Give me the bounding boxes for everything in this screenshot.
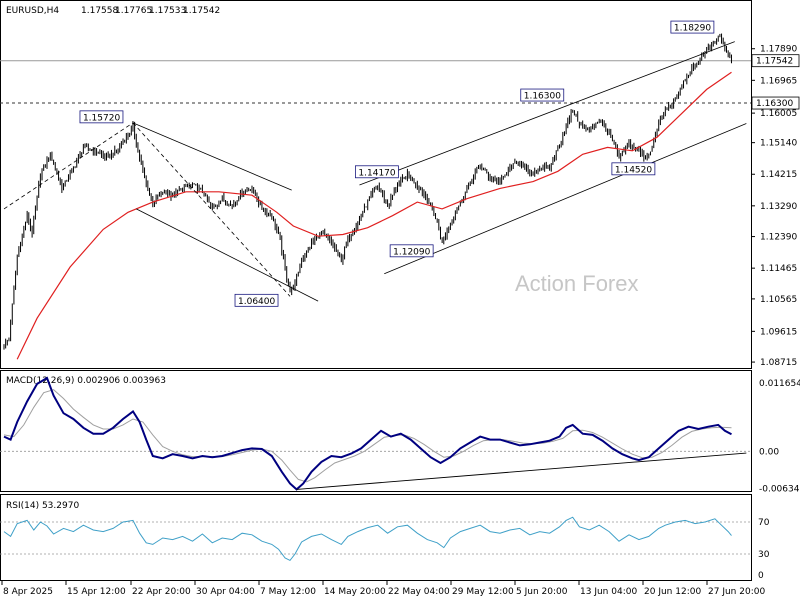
price-tick-label-2: 1.16005 bbox=[760, 109, 797, 119]
price-tick-label-0: 1.17890 bbox=[760, 45, 797, 55]
price-pane-frame bbox=[0, 0, 752, 369]
annotation-label-3: 1.12090 bbox=[393, 247, 430, 257]
macd-plot bbox=[0, 376, 751, 491]
x-tick-label-6: 22 May 04:00 bbox=[388, 587, 450, 597]
x-tick-label-3: 30 Apr 04:00 bbox=[196, 587, 255, 597]
price-tick-label-1: 1.16965 bbox=[760, 76, 797, 86]
macd-signal-line bbox=[3, 389, 732, 483]
macd-tick-label-2: -0.006345 bbox=[759, 485, 800, 495]
level-tag-box-1 bbox=[751, 96, 800, 110]
annotation-box-5 bbox=[611, 162, 656, 176]
price-tick-label-10: 1.08715 bbox=[760, 358, 797, 368]
x-tick-label-7: 29 May 12:00 bbox=[452, 587, 514, 597]
rsi-title: RSI(14) 53.2970 bbox=[6, 501, 79, 511]
rsi-tick-label-2: 0 bbox=[758, 571, 764, 581]
price-plot: 1.15720 1.06400 1.14170 1.12090 1.16300 1.145… bbox=[0, 20, 751, 360]
watermark: Action Forex bbox=[515, 271, 639, 296]
close-value: 1.17542 bbox=[183, 6, 220, 16]
macd-main-line bbox=[3, 376, 732, 491]
rsi-tick-label-1: 30 bbox=[758, 550, 770, 560]
level-tag-0: 1.17542 bbox=[756, 57, 793, 67]
axes: 1.17542 1.16300 1.17890 1.16965 1.16005 1.151… bbox=[1, 45, 800, 597]
annotation-box-2 bbox=[355, 165, 399, 179]
price-tick-label-5: 1.13290 bbox=[760, 202, 797, 212]
price-tick-label-4: 1.14215 bbox=[760, 170, 797, 180]
low-value: 1.17533 bbox=[149, 6, 186, 16]
rsi-tick-label-0: 70 bbox=[758, 518, 770, 528]
level-tag-box-0 bbox=[751, 54, 800, 68]
macd-trend-line-0 bbox=[296, 452, 747, 490]
x-tick-label-9: 13 Jun 04:00 bbox=[580, 587, 637, 597]
high-value: 1.17765 bbox=[115, 6, 152, 16]
annotation-box-4 bbox=[520, 88, 565, 102]
trend-line-5 bbox=[384, 123, 747, 275]
annotation-box-1 bbox=[234, 293, 279, 307]
trend-line-0 bbox=[3, 122, 134, 210]
annotation-label-1: 1.06400 bbox=[238, 297, 275, 307]
moving-average-line bbox=[16, 71, 732, 360]
level-tag-1: 1.16300 bbox=[756, 99, 793, 109]
annotation-label-0: 1.15720 bbox=[83, 113, 120, 123]
x-tick-label-8: 5 Jun 20:00 bbox=[516, 587, 568, 597]
x-tick-label-10: 20 Jun 12:00 bbox=[644, 587, 701, 597]
annotation-label-5: 1.14520 bbox=[615, 165, 652, 175]
trend-line-1 bbox=[132, 122, 292, 191]
macd-tick-label-1: 0.00 bbox=[759, 447, 779, 457]
x-tick-label-5: 14 May 20:00 bbox=[324, 587, 386, 597]
rsi-line bbox=[3, 516, 732, 562]
price-tick-label-8: 1.10565 bbox=[760, 295, 797, 305]
annotation-box-0 bbox=[79, 110, 124, 124]
x-tick-label-4: 7 May 12:00 bbox=[260, 587, 316, 597]
open-value: 1.17558 bbox=[81, 6, 118, 16]
macd-title: MACD(12,26,9) 0.002906 0.003963 bbox=[6, 376, 166, 386]
price-tick-label-6: 1.12390 bbox=[760, 233, 797, 243]
annotation-box-3 bbox=[389, 244, 434, 258]
annotation-label-4: 1.16300 bbox=[524, 92, 561, 102]
price-tick-label-3: 1.15140 bbox=[760, 139, 797, 149]
macd-tick-label-0: 0.011654 bbox=[759, 379, 800, 389]
x-tick-label-11: 27 Jun 20:00 bbox=[708, 587, 765, 597]
price-tick-label-9: 1.09615 bbox=[760, 327, 797, 337]
x-tick-label-2: 22 Apr 20:00 bbox=[132, 587, 191, 597]
x-tick-label-1: 15 Apr 12:00 bbox=[67, 587, 126, 597]
trend-line-2 bbox=[136, 208, 319, 302]
x-tick-label-0: 8 Apr 2025 bbox=[3, 587, 53, 597]
price-tick-label-7: 1.11465 bbox=[760, 264, 797, 274]
macd-pane-frame bbox=[0, 370, 752, 492]
symbol-label: EURUSD,H4 bbox=[6, 6, 59, 16]
rsi-plot bbox=[0, 516, 751, 562]
annotation-label-6: 1.18290 bbox=[674, 24, 711, 34]
annotation-label-2: 1.14170 bbox=[358, 168, 395, 178]
rsi-pane-frame bbox=[0, 494, 752, 581]
annotation-box-6 bbox=[670, 20, 715, 34]
trend-line-4 bbox=[359, 41, 735, 186]
